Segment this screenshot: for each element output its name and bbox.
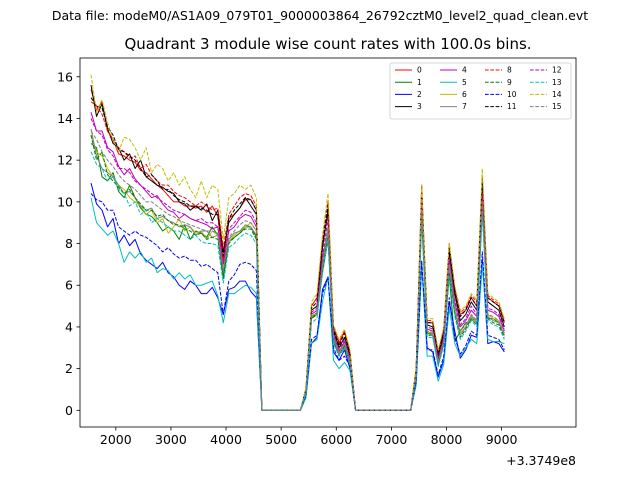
y-tick-label: 14 [57,111,73,126]
axes-frame [79,57,577,428]
legend-label-3: 3 [417,102,422,111]
legend-label-8: 8 [507,66,512,75]
legend-label-10: 10 [507,90,517,99]
legend-label-15: 15 [552,102,562,111]
y-tick-label: 16 [57,69,73,84]
legend-label-14: 14 [552,90,562,99]
x-tick-label: 4000 [210,432,242,447]
plot-area: 2000 3000 4000 5000 6000 7000 8000 900002468101… [57,57,577,468]
y-tick-label: 0 [65,403,73,418]
x-tick-label: 9000 [486,432,518,447]
legend-label-5: 5 [462,78,467,87]
x-offset-label: +3.3749e8 [506,453,576,468]
series-group [90,74,505,411]
legend-label-13: 13 [552,78,562,87]
legend-label-9: 9 [507,78,512,87]
y-tick-label: 10 [57,194,73,209]
legend-label-7: 7 [462,102,467,111]
x-tick-label: 3000 [155,432,187,447]
series-line-12 [90,118,505,411]
legend-label-4: 4 [462,66,467,75]
legend-label-1: 1 [417,78,422,87]
x-tick-label: 7000 [375,432,407,447]
x-tick-label: 8000 [431,432,463,447]
y-tick-label: 12 [57,153,73,168]
chart-title: Quadrant 3 module wise count rates with … [124,35,531,53]
x-tick-label: 6000 [320,432,352,447]
y-tick-label: 6 [65,278,73,293]
x-tick-label: 5000 [265,432,297,447]
series-line-14 [90,74,505,411]
legend-label-12: 12 [552,66,562,75]
figure-suptitle: Data file: modeM0/AS1A09_079T01_90000038… [52,8,588,23]
series-line-15 [90,130,505,411]
legend-label-2: 2 [417,90,422,99]
x-tick-label: 2000 [100,432,132,447]
legend-label-11: 11 [507,102,517,111]
series-line-13 [90,151,505,411]
legend-frame [389,62,572,120]
legend-label-0: 0 [417,66,422,75]
legend-label-6: 6 [462,90,467,99]
y-tick-label: 2 [65,361,73,376]
y-tick-label: 8 [65,236,73,251]
y-tick-label: 4 [65,319,73,334]
